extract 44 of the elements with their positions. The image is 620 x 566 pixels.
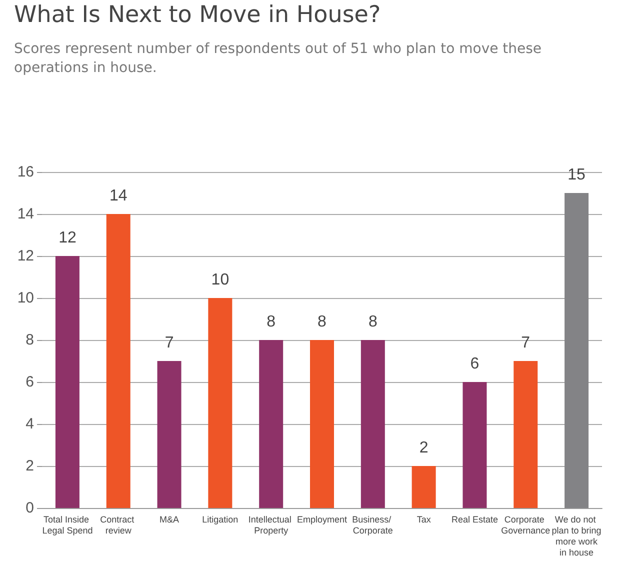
bar [564,193,589,508]
data-label: 7 [164,334,174,352]
x-tick-label: Litigation [202,514,238,524]
bar [360,340,385,508]
y-tick-label: 14 [17,206,34,222]
y-tick-label: 12 [17,248,34,264]
bar [106,214,130,508]
x-tick-label: Business/ Corporate [352,514,394,536]
y-tick-label: 6 [26,374,34,390]
bar [157,361,182,508]
data-label: 8 [368,314,378,330]
bar [208,298,232,508]
data-label: 6 [470,356,480,372]
y-tick-label: 2 [26,458,34,474]
data-label: 7 [521,334,530,352]
x-tick-label: Real Estate [451,514,498,524]
x-tick-label: Intellectual Property [248,514,294,536]
bar [310,340,334,508]
data-label: 14 [109,188,128,204]
bar [462,382,487,508]
data-label: 2 [419,440,428,456]
bar [55,256,80,508]
x-tick-label: Corporate Governance [501,514,550,536]
x-tick-label: We do not plan to bring more work in house [552,514,602,558]
y-tick-label: 0 [26,500,34,516]
data-label: 8 [266,314,276,330]
bar [412,466,436,508]
y-tick-label: 8 [26,332,34,348]
data-label: 15 [568,166,586,184]
data-label: 8 [318,314,327,330]
data-label: 10 [211,272,230,288]
y-tick-label: 4 [26,416,34,432]
x-tick-label: Contract review [100,514,137,536]
chart-subtitle: Scores represent number of respondents out of 51 who plan to move these operations in house. [14,40,543,78]
chart-title: What Is Next to Move in House? [14,2,381,28]
bar [259,340,284,508]
x-tick-label: Tax [416,514,432,524]
x-tick-label: Total Inside Legal Spend [42,514,93,536]
y-tick-label: 16 [17,164,34,180]
x-tick-label: Employment [296,514,348,524]
data-label: 12 [58,230,76,246]
y-tick-label: 10 [17,290,34,306]
bar [514,361,538,508]
x-tick-label: M&A [160,514,180,524]
